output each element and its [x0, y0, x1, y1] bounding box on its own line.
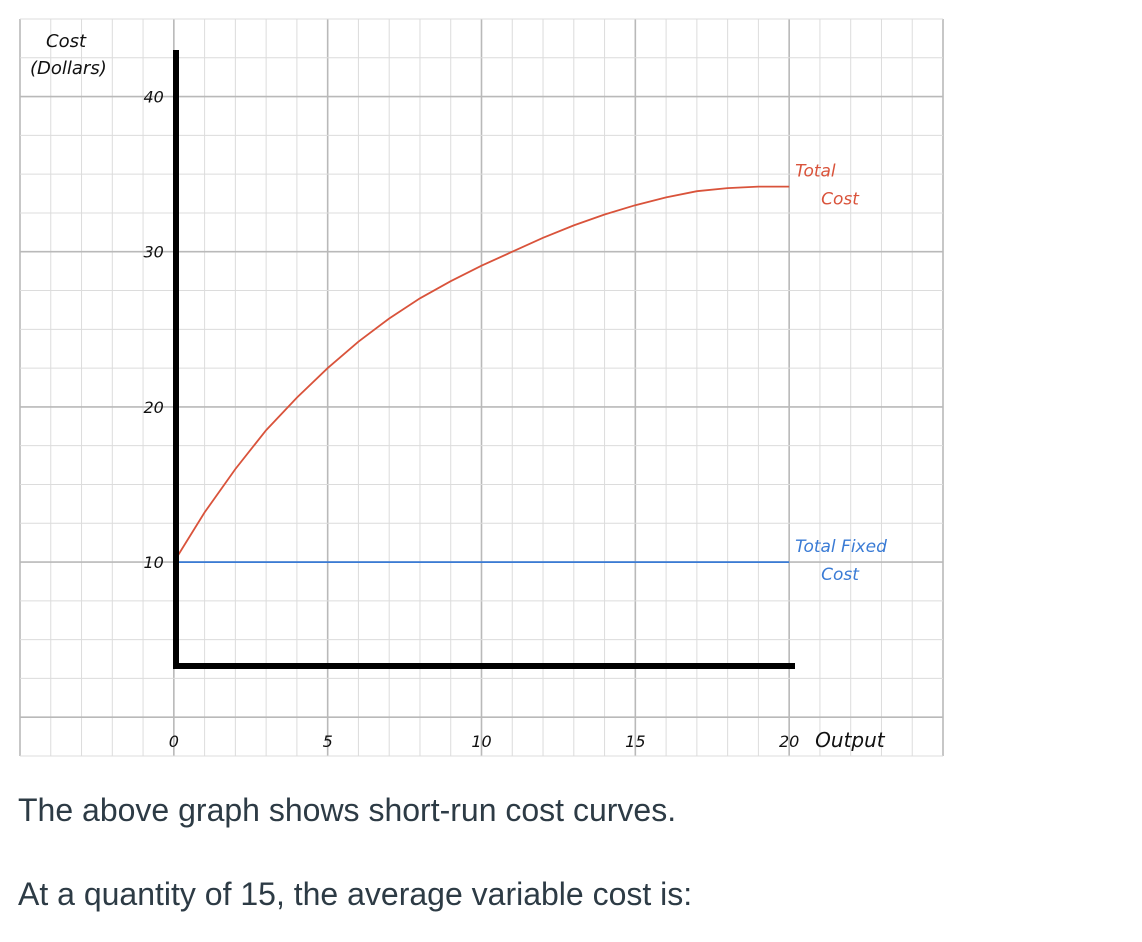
x-axis-title: Output	[815, 728, 886, 752]
total-cost-label-line: Cost	[821, 190, 860, 210]
caption-graph-description: The above graph shows short-run cost cur…	[18, 792, 677, 828]
x-tick-label: 0	[169, 732, 179, 751]
y-axis-title-line: (Dollars)	[30, 58, 107, 79]
total-fixed-cost-label-line: Total Fixed	[795, 537, 887, 557]
total-cost-label-line: Total	[795, 162, 836, 182]
y-tick-label: 20	[143, 398, 163, 417]
y-tick-label: 40	[143, 88, 163, 107]
x-tick-label: 15	[625, 732, 645, 751]
total-cost-curve	[173, 185, 790, 563]
chart-series	[173, 185, 790, 563]
y-tick-label: 30	[143, 243, 163, 262]
total-fixed-cost-label: Total Fixed Cost	[795, 537, 887, 585]
total-cost-label: Total Cost	[795, 162, 860, 210]
x-tick-label: 5	[323, 732, 333, 751]
x-tick-label: 20	[779, 732, 799, 751]
chart-grid	[19, 18, 944, 757]
chart-axes	[173, 50, 795, 669]
cost-chart: 0 5 10 15 20 10 20 30 40 Total Cost Total Fixed Cos…	[19, 18, 944, 757]
chart-labels: Total Cost Total Fixed Cost Output Cost (Dolla…	[30, 31, 887, 752]
x-tick-label: 10	[471, 732, 491, 751]
caption-question: At a quantity of 15, the average variabl…	[18, 876, 693, 912]
y-axis-title-line: Cost	[46, 31, 87, 52]
y-axis-title: Cost (Dollars)	[30, 31, 107, 79]
chart-tick-labels: 0 5 10 15 20 10 20 30 40	[143, 88, 799, 752]
total-fixed-cost-label-line: Cost	[821, 565, 860, 585]
y-tick-label: 10	[143, 553, 163, 572]
